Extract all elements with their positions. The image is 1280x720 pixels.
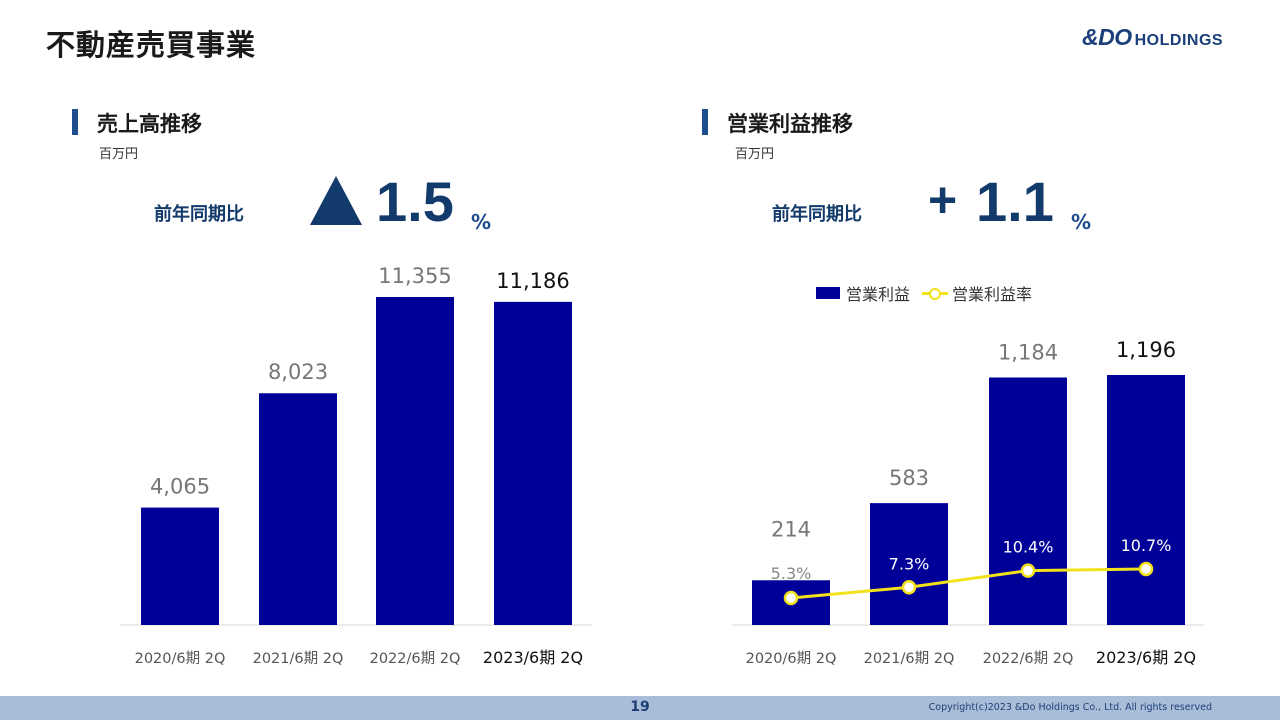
left-yoy-label: 前年同期比 (154, 204, 244, 225)
sales-bar (141, 507, 219, 625)
page-number: 19 (630, 699, 650, 715)
right-yoy-value: 1.1 (976, 170, 1054, 233)
margin-point (1020, 563, 1036, 578)
profit-value-label: 214 (771, 517, 811, 541)
left-yoy-unit: % (471, 210, 492, 234)
profit-category-label: 2023/6期 2Q (1096, 648, 1196, 667)
right-unit-label: 百万円 (735, 147, 775, 162)
footer-bar: 19 Copyright(c)2023 &Do Holdings Co., Lt… (0, 696, 1280, 720)
right-yoy-label: 前年同期比 (772, 204, 862, 225)
right-section-title: 営業利益推移 (727, 112, 853, 136)
decrease-triangle-icon (310, 176, 362, 225)
margin-data-label: 5.3% (771, 564, 812, 583)
logo-mark: &DO (1082, 24, 1132, 50)
page-title: 不動産売買事業 (46, 28, 257, 62)
operating-chart-legend: 営業利益 営業利益率 (816, 281, 1032, 305)
sales-value-label: 4,065 (150, 475, 210, 499)
logo-word: HOLDINGS (1134, 32, 1224, 49)
right-section-marker (702, 109, 708, 135)
sales-value-label: 11,186 (496, 269, 569, 293)
profit-bar (870, 503, 948, 625)
profit-category-label: 2020/6期 2Q (746, 650, 837, 667)
sales-category-label: 2021/6期 2Q (253, 650, 344, 667)
sales-value-label: 11,355 (378, 264, 451, 288)
profit-category-label: 2021/6期 2Q (864, 650, 955, 667)
margin-point (901, 580, 917, 595)
sales-category-label: 2020/6期 2Q (135, 650, 226, 667)
profit-category-label: 2022/6期 2Q (983, 650, 1074, 667)
copyright-text: Copyright(c)2023 &Do Holdings Co., Ltd. … (928, 702, 1212, 713)
profit-bar (989, 377, 1067, 625)
sales-category-label: 2023/6期 2Q (483, 648, 583, 667)
sales-bar (494, 301, 572, 625)
legend-line-swatch (922, 287, 949, 300)
left-section-title: 売上高推移 (97, 112, 202, 136)
margin-point (1138, 561, 1154, 577)
legend-line-label: 営業利益率 (952, 285, 1033, 304)
margin-data-label: 10.7% (1121, 536, 1172, 555)
sales-bar (376, 297, 454, 625)
profit-value-label: 1,184 (998, 341, 1058, 365)
left-section-marker (72, 109, 78, 135)
right-yoy-sign: + (928, 172, 958, 228)
sales-category-label: 2022/6期 2Q (370, 650, 461, 667)
legend-bar-swatch (816, 287, 840, 299)
charts-canvas: 4,065 2020/6期 2Q 8,023 2021/6期 2Q 11,355 2022… (120, 264, 1204, 667)
sales-value-label: 8,023 (268, 360, 328, 384)
left-yoy-value: 1.5 (376, 170, 454, 233)
sales-bar (259, 393, 337, 625)
legend-bar-label: 営業利益 (846, 285, 911, 304)
profit-value-label: 583 (889, 466, 929, 490)
margin-line (790, 567, 1147, 600)
profit-value-label: 1,196 (1116, 338, 1176, 362)
right-yoy-unit: % (1071, 210, 1092, 234)
left-unit-label: 百万円 (99, 147, 139, 162)
margin-point (783, 590, 799, 606)
margin-data-label: 10.4% (1003, 538, 1054, 557)
margin-data-label: 7.3% (889, 554, 930, 573)
profit-bar (1107, 375, 1185, 625)
company-logo: &DO HOLDINGS (1082, 24, 1223, 51)
